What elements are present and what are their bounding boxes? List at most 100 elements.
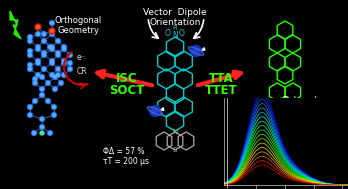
Circle shape (32, 130, 37, 136)
Circle shape (41, 39, 47, 43)
Circle shape (55, 39, 61, 43)
Circle shape (32, 98, 38, 104)
Circle shape (46, 98, 50, 104)
Circle shape (56, 67, 60, 70)
Polygon shape (161, 108, 164, 110)
Circle shape (49, 60, 55, 66)
Circle shape (37, 47, 40, 50)
Circle shape (68, 53, 72, 57)
Circle shape (63, 46, 65, 49)
Circle shape (42, 40, 46, 43)
Circle shape (48, 132, 52, 135)
Circle shape (62, 73, 66, 77)
Circle shape (35, 44, 40, 50)
Circle shape (37, 26, 40, 29)
Circle shape (41, 67, 47, 71)
Circle shape (53, 114, 55, 116)
Text: ISC: ISC (116, 73, 138, 85)
Circle shape (37, 60, 40, 63)
Circle shape (42, 67, 46, 70)
Circle shape (29, 53, 32, 57)
Circle shape (190, 46, 201, 57)
Circle shape (48, 46, 52, 49)
Circle shape (40, 75, 44, 78)
Circle shape (29, 40, 32, 43)
Circle shape (27, 35, 32, 40)
Text: ΦΔ = 57 %: ΦΔ = 57 % (103, 146, 144, 156)
Circle shape (62, 46, 66, 51)
Circle shape (35, 25, 40, 29)
Circle shape (49, 32, 55, 36)
Text: SOCT: SOCT (109, 84, 145, 98)
Circle shape (40, 88, 44, 91)
Circle shape (50, 61, 54, 64)
Text: TTA: TTA (208, 73, 234, 85)
Circle shape (40, 118, 44, 121)
Circle shape (27, 105, 32, 109)
Circle shape (35, 32, 40, 36)
Text: O: O (165, 29, 171, 37)
Circle shape (50, 46, 54, 49)
Circle shape (37, 46, 40, 49)
Circle shape (49, 59, 55, 64)
Circle shape (42, 53, 46, 57)
Circle shape (54, 88, 56, 91)
Circle shape (27, 63, 32, 67)
Text: R: R (173, 25, 177, 31)
Text: τT = 200 μs: τT = 200 μs (103, 156, 149, 166)
Circle shape (49, 28, 55, 34)
Circle shape (32, 132, 35, 135)
Circle shape (46, 81, 50, 85)
Circle shape (29, 105, 32, 108)
Circle shape (62, 44, 66, 50)
Circle shape (56, 53, 60, 57)
Circle shape (42, 33, 46, 36)
Circle shape (50, 22, 54, 25)
Circle shape (33, 99, 37, 102)
Circle shape (55, 53, 61, 57)
Circle shape (54, 75, 56, 78)
Circle shape (56, 40, 60, 43)
Circle shape (56, 51, 60, 54)
Circle shape (35, 73, 40, 77)
Circle shape (69, 53, 71, 57)
Circle shape (35, 59, 40, 64)
Circle shape (29, 67, 32, 70)
Circle shape (32, 81, 38, 85)
Circle shape (37, 61, 40, 64)
Text: e⁻: e⁻ (77, 53, 85, 61)
Circle shape (68, 60, 72, 66)
Polygon shape (202, 48, 205, 50)
Circle shape (53, 87, 57, 91)
Circle shape (33, 81, 37, 84)
Circle shape (50, 33, 54, 36)
Circle shape (50, 47, 54, 50)
Circle shape (55, 73, 61, 77)
Circle shape (41, 50, 47, 56)
Circle shape (33, 77, 37, 81)
Circle shape (47, 130, 53, 136)
Text: N: N (172, 30, 178, 40)
Circle shape (52, 112, 56, 118)
Text: O: O (179, 29, 185, 37)
Circle shape (53, 105, 55, 108)
Circle shape (150, 105, 160, 116)
Circle shape (35, 60, 40, 66)
Circle shape (40, 131, 44, 135)
Circle shape (49, 44, 55, 50)
Circle shape (37, 26, 40, 29)
Circle shape (40, 92, 45, 98)
Circle shape (49, 46, 55, 51)
Text: Delayed
Fluorescence: Delayed Fluorescence (272, 96, 328, 116)
Circle shape (27, 39, 32, 43)
Circle shape (56, 74, 60, 77)
Circle shape (40, 94, 44, 97)
Circle shape (27, 49, 32, 53)
Circle shape (27, 112, 32, 118)
Circle shape (37, 74, 40, 77)
Circle shape (62, 59, 66, 64)
Circle shape (37, 33, 40, 36)
Circle shape (68, 67, 72, 71)
Text: S: S (173, 147, 177, 153)
Circle shape (42, 51, 46, 54)
